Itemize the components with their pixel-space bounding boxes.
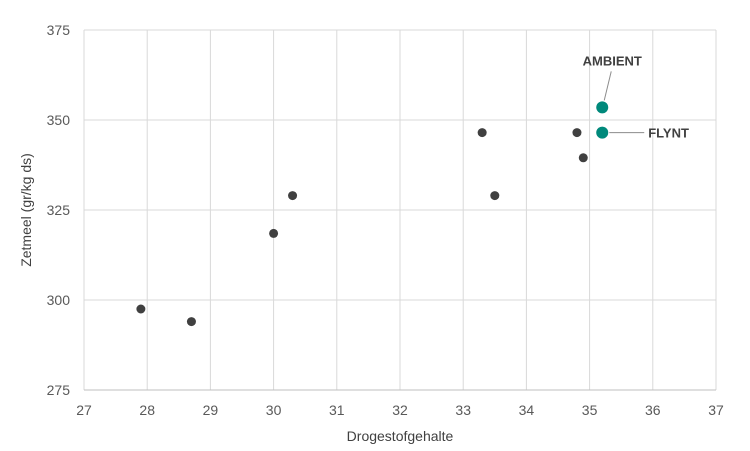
data-point — [288, 191, 298, 201]
tick-labels: 27 28 29 30 31 32 33 34 35 36 37 275 300 325 350 375 — [47, 22, 724, 418]
y-tick-label: 300 — [47, 292, 71, 308]
x-tick-label: 27 — [76, 402, 92, 418]
y-tick-label: 325 — [47, 202, 71, 218]
y-tick-label: 275 — [47, 382, 71, 398]
data-point — [572, 128, 582, 138]
x-tick-label: 33 — [455, 402, 471, 418]
x-tick-label: 28 — [139, 402, 155, 418]
x-tick-label: 32 — [392, 402, 408, 418]
data-point — [269, 228, 279, 238]
x-tick-label: 31 — [329, 402, 345, 418]
annotation-label-flynt: FLYNT — [648, 126, 689, 141]
x-tick-label: 34 — [519, 402, 535, 418]
x-axis-title: Drogestofgehalte — [347, 428, 454, 444]
data-point — [490, 191, 500, 201]
annotation-label-ambient: AMBIENT — [583, 53, 642, 68]
data-point — [578, 153, 588, 163]
grid — [83, 29, 717, 391]
data-point — [186, 317, 196, 327]
annotation-leader-line — [603, 71, 612, 101]
y-tick-label: 375 — [47, 22, 71, 38]
data-point — [136, 304, 146, 314]
x-tick-label: 35 — [582, 402, 598, 418]
x-tick-label: 29 — [203, 402, 219, 418]
data-point — [477, 128, 487, 138]
y-axis-title: Zetmeel (gr/kg ds) — [18, 153, 34, 267]
annotations: AMBIENT FLYNT — [583, 53, 689, 140]
x-tick-label: 36 — [645, 402, 661, 418]
y-tick-label: 350 — [47, 112, 71, 128]
x-tick-label: 37 — [708, 402, 724, 418]
x-tick-label: 30 — [266, 402, 282, 418]
highlight-point-flynt — [596, 126, 609, 139]
highlight-point-ambient — [596, 101, 609, 114]
data-points — [136, 101, 609, 327]
